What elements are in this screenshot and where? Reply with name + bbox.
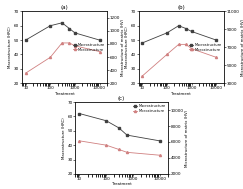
- Microstructure: [61, 42, 63, 44]
- Title: (b): (b): [177, 5, 185, 10]
- Macrostructure: [158, 140, 161, 142]
- Y-axis label: Macrostructure (HRC): Macrostructure (HRC): [9, 26, 12, 68]
- Microstructure: [98, 50, 101, 53]
- Y-axis label: Microstructure of matrix (HV): Microstructure of matrix (HV): [122, 19, 125, 76]
- X-axis label: Treatment: Treatment: [171, 92, 191, 96]
- X-axis label: Treatment: Treatment: [54, 92, 74, 96]
- Microstructure: [126, 151, 129, 153]
- Microstructure: [215, 56, 218, 58]
- Macrostructure: [24, 39, 27, 41]
- Microstructure: [49, 56, 52, 58]
- Macrostructure: [117, 127, 120, 129]
- Y-axis label: Macrostructure (HRC): Macrostructure (HRC): [125, 26, 129, 68]
- Legend: Macrostructure, Microstructure: Macrostructure, Microstructure: [189, 43, 222, 52]
- Legend: Macrostructure, Microstructure: Macrostructure, Microstructure: [72, 43, 105, 52]
- Legend: Macrostructure, Microstructure: Macrostructure, Microstructure: [133, 104, 166, 113]
- Macrostructure: [68, 27, 71, 30]
- Macrostructure: [177, 25, 180, 27]
- Microstructure: [177, 43, 180, 46]
- Line: Microstructure: Microstructure: [25, 42, 101, 74]
- Microstructure: [158, 154, 161, 156]
- Macrostructure: [73, 32, 76, 34]
- Microstructure: [78, 140, 81, 142]
- Title: (a): (a): [61, 5, 68, 10]
- X-axis label: Treatment: Treatment: [112, 183, 131, 187]
- Microstructure: [24, 72, 27, 74]
- Line: Microstructure: Microstructure: [141, 43, 217, 77]
- Y-axis label: Microstructure of matrix (HV): Microstructure of matrix (HV): [241, 19, 243, 76]
- Y-axis label: Macrostructure (HRC): Macrostructure (HRC): [62, 117, 66, 159]
- Macrostructure: [61, 22, 63, 24]
- Line: Macrostructure: Macrostructure: [25, 22, 101, 41]
- Line: Microstructure: Microstructure: [78, 140, 161, 156]
- Macrostructure: [49, 25, 52, 27]
- Macrostructure: [165, 32, 168, 34]
- Macrostructure: [78, 112, 81, 115]
- Microstructure: [68, 42, 71, 44]
- Macrostructure: [185, 27, 188, 30]
- Macrostructure: [141, 42, 144, 44]
- Microstructure: [141, 75, 144, 77]
- Y-axis label: Microstructure of matrix (HV): Microstructure of matrix (HV): [185, 109, 189, 167]
- Macrostructure: [190, 30, 193, 33]
- Macrostructure: [105, 120, 108, 122]
- Microstructure: [190, 48, 193, 50]
- Line: Macrostructure: Macrostructure: [78, 112, 161, 142]
- Microstructure: [117, 148, 120, 151]
- Microstructure: [185, 43, 188, 46]
- Macrostructure: [126, 134, 129, 136]
- Line: Macrostructure: Macrostructure: [141, 25, 217, 44]
- Macrostructure: [98, 39, 101, 41]
- Title: (c): (c): [118, 96, 125, 101]
- Microstructure: [73, 45, 76, 47]
- Microstructure: [105, 144, 108, 146]
- Macrostructure: [215, 39, 218, 41]
- Microstructure: [165, 53, 168, 56]
